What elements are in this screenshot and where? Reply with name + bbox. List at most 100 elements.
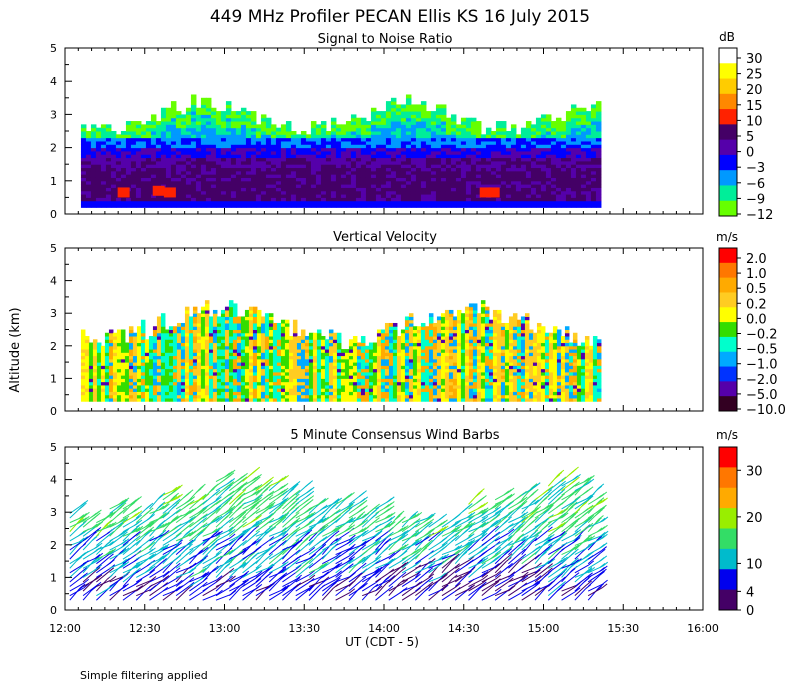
velocity-cell <box>312 352 318 357</box>
velocity-cell <box>88 358 94 363</box>
snr-cell <box>440 157 447 162</box>
velocity-cell <box>368 358 374 363</box>
snr-cell <box>170 174 177 178</box>
snr-cell <box>255 164 262 169</box>
velocity-cell <box>312 384 318 389</box>
velocity-cell <box>320 384 326 389</box>
snr-cell <box>550 147 557 152</box>
snr-cell <box>180 124 187 129</box>
snr-cell <box>520 140 527 145</box>
velocity-cell <box>268 375 274 379</box>
snr-cell <box>590 147 597 152</box>
velocity-cell <box>268 319 274 324</box>
velocity-cell <box>236 375 242 379</box>
velocity-cell <box>340 378 346 383</box>
snr-cell <box>210 121 217 125</box>
velocity-cell <box>376 329 382 334</box>
velocity-cell <box>172 358 178 363</box>
snr-cell <box>260 124 267 129</box>
velocity-cell <box>396 352 402 357</box>
velocity-cell <box>332 336 338 340</box>
velocity-cell <box>396 371 402 376</box>
velocity-cell <box>168 352 174 357</box>
snr-cell <box>150 204 157 208</box>
snr-cell <box>110 164 117 169</box>
panel-2-units: m/s <box>716 230 738 244</box>
velocity-cell <box>104 342 110 347</box>
snr-cell <box>345 160 352 165</box>
snr-cell <box>200 127 207 132</box>
velocity-cell <box>328 342 334 347</box>
snr-cell <box>495 127 502 132</box>
velocity-cell <box>192 349 198 353</box>
snr-cell <box>265 174 272 178</box>
velocity-cell <box>300 339 306 344</box>
velocity-cell <box>152 375 158 379</box>
velocity-cell <box>304 378 310 383</box>
snr-cell <box>545 187 552 192</box>
snr-cell <box>590 111 597 115</box>
snr-cell <box>175 197 182 202</box>
snr-cell <box>190 140 197 145</box>
snr-cell <box>275 170 282 175</box>
snr-cell <box>440 160 447 165</box>
velocity-cell <box>220 336 226 340</box>
snr-cell <box>345 150 352 155</box>
velocity-cell <box>340 394 346 399</box>
snr-cell <box>380 111 387 115</box>
velocity-cell <box>156 339 162 344</box>
velocity-cell <box>384 384 390 389</box>
velocity-cell <box>104 365 110 370</box>
snr-cell <box>225 164 232 169</box>
velocity-cell <box>220 365 226 370</box>
velocity-cell <box>224 322 230 327</box>
velocity-cell <box>372 362 378 366</box>
velocity-cell <box>336 394 342 399</box>
velocity-cell <box>200 352 206 357</box>
snr-cell <box>295 174 302 178</box>
snr-cell <box>260 134 267 139</box>
velocity-cell <box>404 371 410 376</box>
snr-cell <box>330 134 337 139</box>
snr-cell <box>240 194 247 198</box>
velocity-cell <box>212 365 218 370</box>
velocity-cell <box>248 368 254 373</box>
snr-cell <box>240 114 247 119</box>
snr-cell <box>485 160 492 165</box>
velocity-cell <box>384 326 390 330</box>
velocity-cell <box>308 388 314 392</box>
snr-cell <box>320 177 327 182</box>
velocity-cell <box>260 397 266 402</box>
snr-cell <box>450 194 457 198</box>
velocity-cell <box>92 339 98 344</box>
velocity-cell <box>416 352 422 357</box>
velocity-cell <box>248 329 254 334</box>
snr-cell <box>210 111 217 115</box>
snr-cell <box>425 131 432 135</box>
snr-cell <box>580 194 587 198</box>
snr-cell <box>530 147 537 152</box>
snr-cell <box>280 167 287 172</box>
velocity-cell <box>184 397 190 402</box>
snr-cell <box>435 184 442 188</box>
velocity-cell <box>248 306 254 311</box>
snr-cell <box>280 194 287 198</box>
snr-cell <box>355 180 362 185</box>
snr-cell <box>390 200 397 205</box>
snr-cell <box>320 157 327 162</box>
velocity-cell <box>412 339 418 344</box>
snr-cell <box>100 174 107 178</box>
snr-cell <box>485 144 492 149</box>
velocity-cell <box>120 339 126 344</box>
velocity-cell <box>392 394 398 399</box>
velocity-cell <box>368 375 374 379</box>
snr-cell <box>560 174 567 178</box>
velocity-cell <box>276 381 282 386</box>
snr-cell <box>350 144 357 149</box>
snr-cell <box>145 131 152 135</box>
snr-cell <box>510 184 517 188</box>
snr-cell <box>530 187 537 192</box>
snr-cell <box>355 164 362 169</box>
velocity-cell <box>184 326 190 330</box>
snr-cell <box>550 187 557 192</box>
